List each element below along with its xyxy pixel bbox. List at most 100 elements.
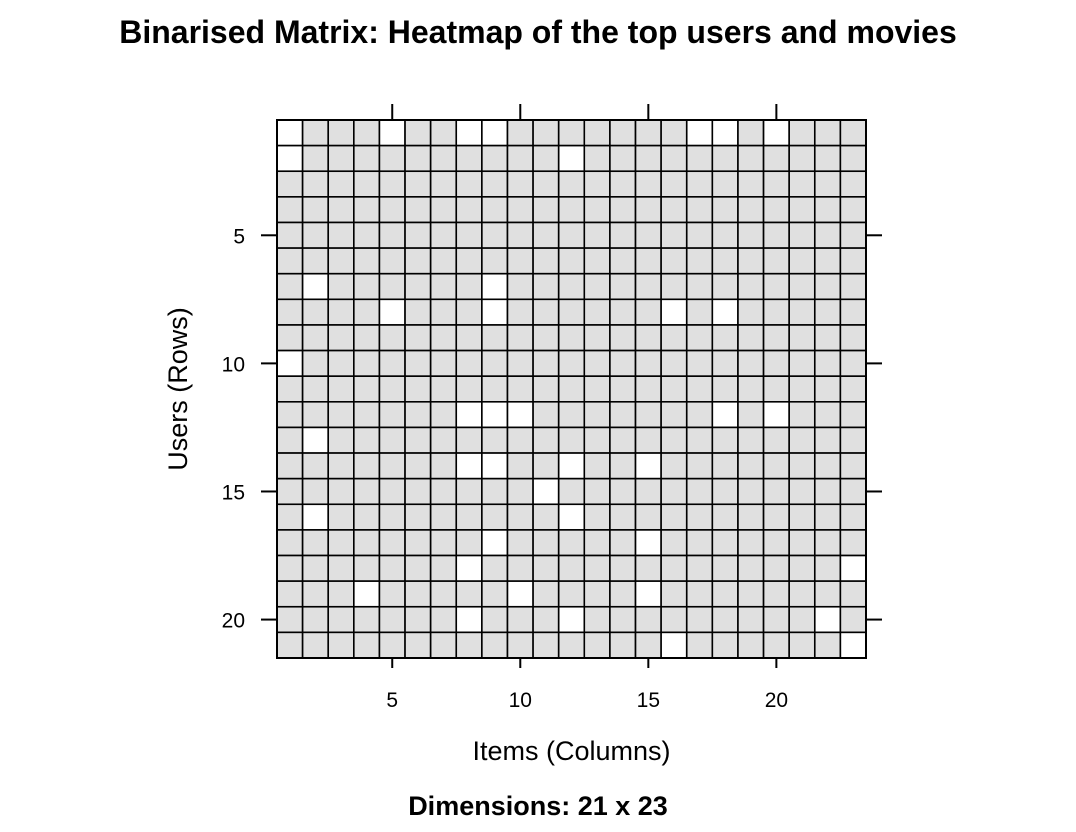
heatmap-cell	[660, 247, 688, 275]
heatmap-cell	[327, 605, 355, 634]
heatmap-cell	[711, 477, 739, 506]
heatmap-cell	[378, 272, 406, 301]
heatmap-cell	[301, 221, 330, 249]
heatmap-cell	[839, 401, 867, 429]
heatmap-cell	[481, 119, 509, 147]
heatmap-cell	[634, 196, 662, 224]
heatmap-cell	[634, 631, 662, 659]
heatmap-cell	[813, 426, 842, 454]
heatmap-cell	[404, 221, 432, 249]
heatmap-cell	[583, 554, 611, 582]
heatmap-cell	[532, 272, 560, 301]
heatmap-cell	[583, 272, 611, 301]
heatmap-cell	[762, 554, 790, 582]
heatmap-cell	[532, 580, 560, 608]
heatmap-cell	[839, 580, 867, 608]
heatmap-cell	[839, 196, 867, 224]
heatmap-cell	[429, 605, 458, 634]
heatmap-cell	[660, 631, 688, 659]
heatmap-cell	[788, 631, 816, 659]
heatmap-cell	[327, 221, 355, 249]
heatmap-cell	[583, 144, 611, 173]
heatmap-cell	[327, 375, 355, 403]
heatmap-cell	[506, 144, 534, 173]
heatmap-cell	[353, 221, 381, 249]
heatmap-cell	[532, 196, 560, 224]
heatmap-cell	[813, 503, 842, 531]
heatmap-cell	[583, 221, 611, 249]
heatmap-cell	[660, 426, 688, 454]
heatmap-cell	[481, 605, 509, 634]
heatmap-cell	[609, 375, 637, 403]
heatmap-cell	[762, 221, 790, 249]
heatmap-cell	[353, 503, 381, 531]
heatmap-cell	[813, 272, 842, 301]
heatmap-cell	[276, 119, 304, 147]
heatmap-cell	[481, 170, 509, 198]
heatmap-cell	[839, 503, 867, 531]
heatmap-cell	[685, 196, 714, 224]
heatmap-cell	[429, 221, 458, 249]
heatmap-cell	[378, 631, 406, 659]
heatmap-cell	[301, 554, 330, 582]
heatmap-cell	[455, 529, 483, 557]
heatmap-cell	[737, 119, 765, 147]
heatmap-cell	[583, 247, 611, 275]
heatmap-cell	[788, 452, 816, 480]
heatmap-cell	[788, 605, 816, 634]
heatmap-cell	[276, 631, 304, 659]
heatmap-cell	[711, 503, 739, 531]
heatmap-cell	[276, 426, 304, 454]
heatmap-cell	[557, 196, 586, 224]
heatmap-cell	[762, 529, 790, 557]
heatmap-cell	[660, 144, 688, 173]
heatmap-cell	[276, 221, 304, 249]
heatmap-cell	[634, 580, 662, 608]
heatmap-cell	[609, 477, 637, 506]
heatmap-cell	[378, 221, 406, 249]
heatmap-cell	[813, 247, 842, 275]
heatmap-cell	[737, 477, 765, 506]
heatmap-cell	[634, 426, 662, 454]
dimensions-subtitle: Dimensions: 21 x 23	[408, 791, 668, 821]
heatmap-cell	[583, 401, 611, 429]
heatmap-cell	[685, 503, 714, 531]
x-tick-label: 20	[765, 689, 788, 712]
heatmap-cell	[762, 144, 790, 173]
heatmap-cell	[583, 324, 611, 352]
heatmap-cell	[685, 452, 714, 480]
heatmap-cell	[557, 503, 586, 531]
heatmap-cell	[481, 452, 509, 480]
heatmap-cell	[634, 529, 662, 557]
heatmap-cell	[762, 247, 790, 275]
heatmap-cell	[839, 375, 867, 403]
heatmap-cell	[557, 605, 586, 634]
heatmap-cell	[327, 401, 355, 429]
heatmap-cell	[788, 554, 816, 582]
heatmap-cell	[609, 605, 637, 634]
heatmap-cell	[429, 529, 458, 557]
heatmap-cell	[455, 196, 483, 224]
heatmap-cell	[634, 119, 662, 147]
heatmap-cell	[378, 144, 406, 173]
heatmap-cell	[506, 196, 534, 224]
heatmap-cell	[429, 324, 458, 352]
heatmap-cell	[455, 631, 483, 659]
heatmap-cell	[762, 452, 790, 480]
heatmap-cell	[455, 349, 483, 377]
heatmap-cell	[609, 324, 637, 352]
heatmap-cell	[276, 554, 304, 582]
heatmap-cell	[839, 554, 867, 582]
heatmap-cell	[532, 349, 560, 377]
heatmap-cell	[660, 196, 688, 224]
y-tick-label: 10	[222, 353, 245, 376]
heatmap-cell	[788, 170, 816, 198]
heatmap-cell	[609, 631, 637, 659]
heatmap-cell	[660, 375, 688, 403]
heatmap-cell	[455, 272, 483, 301]
heatmap-cell	[660, 503, 688, 531]
heatmap-cell	[685, 529, 714, 557]
heatmap-cell	[481, 375, 509, 403]
heatmap-cell	[583, 605, 611, 634]
heatmap-cell	[839, 349, 867, 377]
